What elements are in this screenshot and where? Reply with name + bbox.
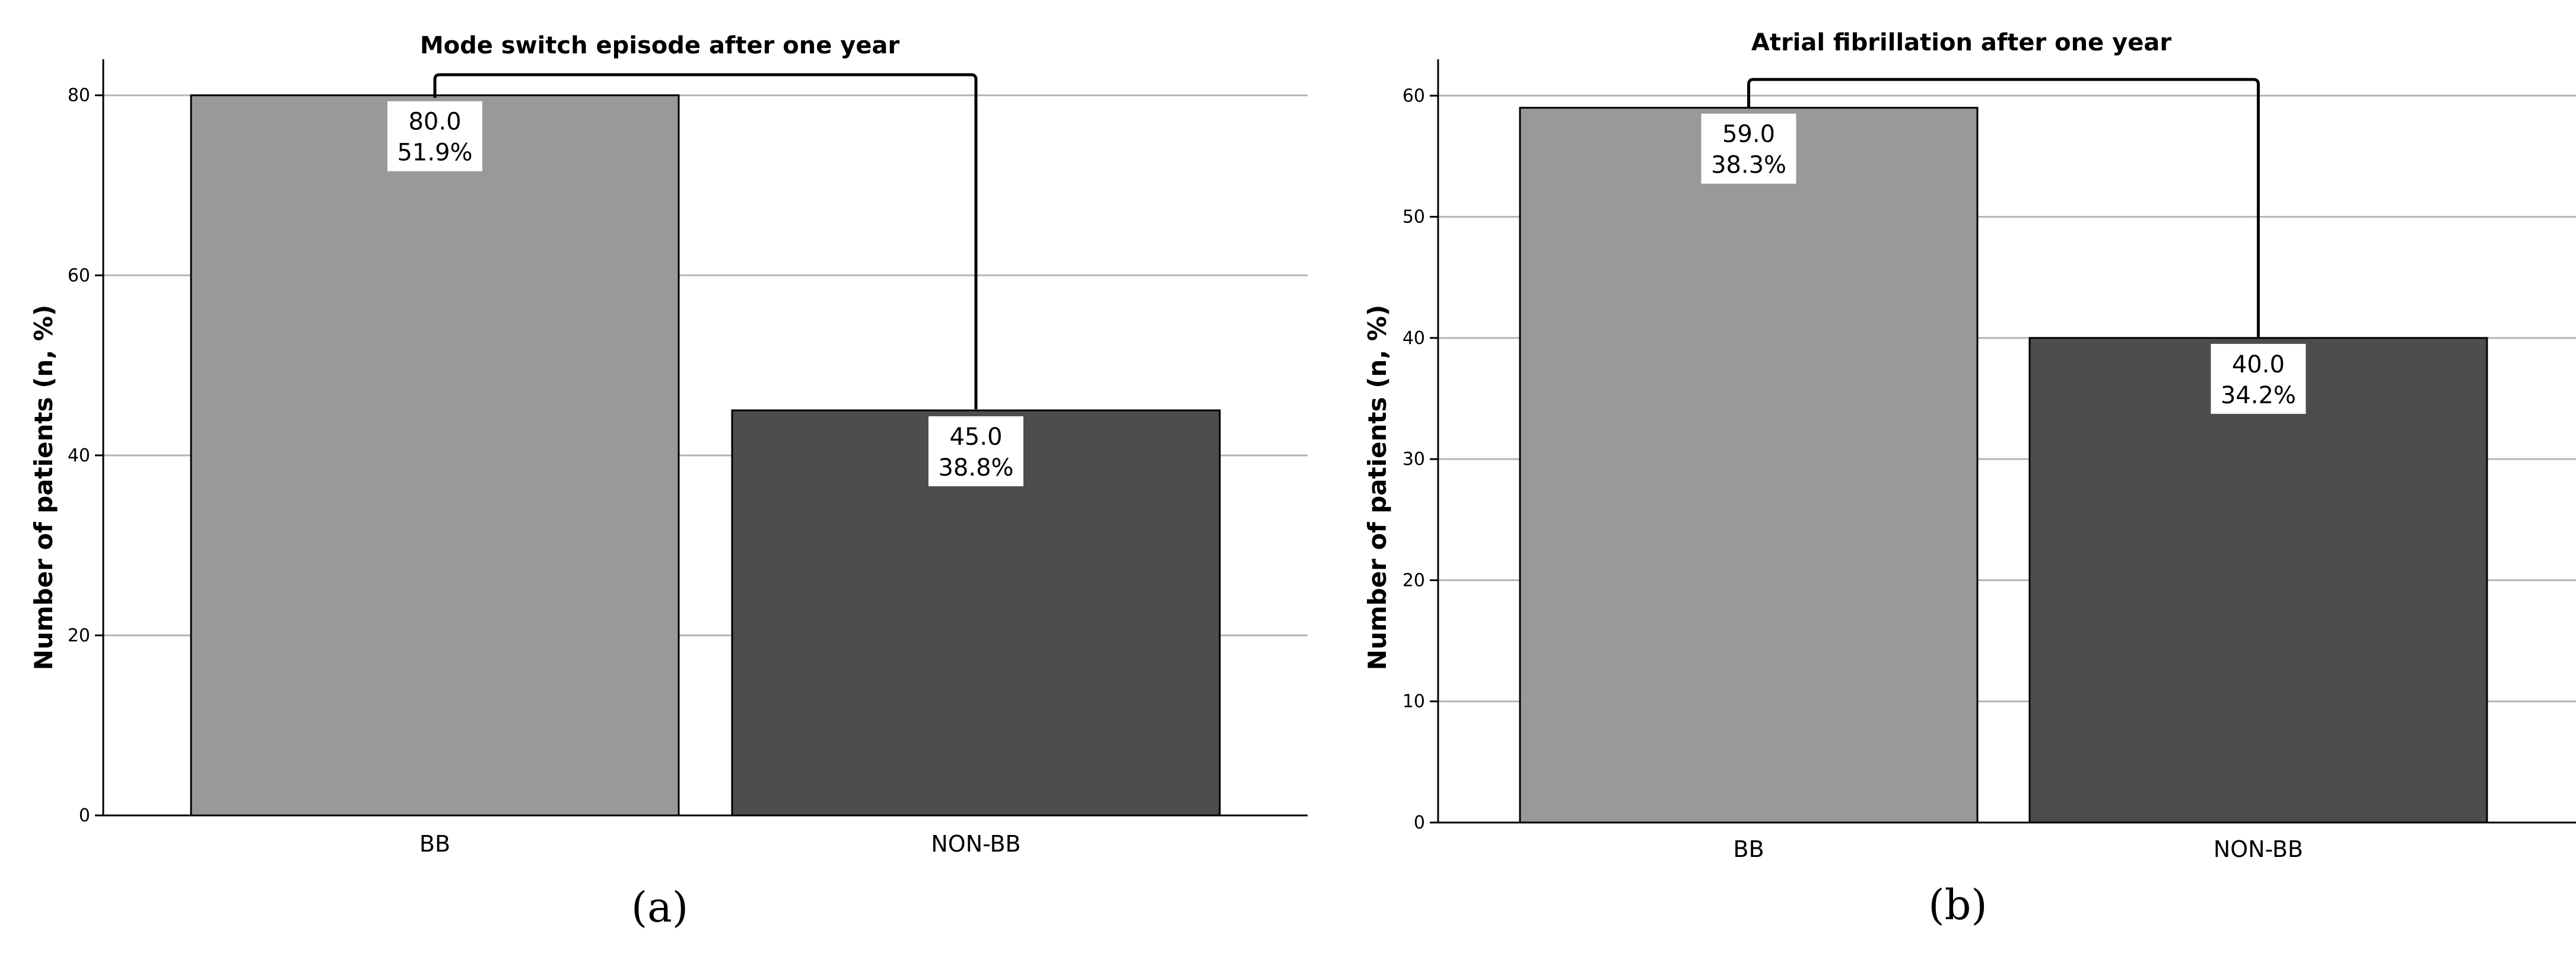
- y-tick-label: 0: [1414, 812, 1425, 833]
- y-tick-label: 40: [68, 445, 90, 466]
- data-label-box: [387, 101, 482, 171]
- bar: [1519, 107, 1979, 824]
- data-label-box: [928, 416, 1023, 486]
- data-label-value: 45.0: [949, 423, 1002, 451]
- y-tick-label: 10: [1403, 691, 1425, 712]
- bar: [190, 94, 680, 817]
- chart-title: Mode switch episode after one year: [420, 32, 900, 59]
- data-label-percent: 51.9%: [397, 139, 472, 167]
- chart-panel-a: 0 20 40 60 80 80.0 51.9% 45.0 38.8% BB NON-BB Mode …: [29, 32, 1308, 932]
- y-tick-label: 60: [1403, 85, 1425, 106]
- x-category-label: BB: [419, 831, 450, 857]
- data-label-percent: 34.2%: [2221, 382, 2296, 409]
- y-tick-label: 40: [1403, 328, 1425, 349]
- x-category-label: NON-BB: [931, 831, 1020, 857]
- y-tick-label: 30: [1403, 449, 1425, 470]
- y-tick-label: 60: [68, 265, 90, 286]
- y-tick-label: 20: [1403, 570, 1425, 591]
- data-label-box: [2211, 343, 2306, 414]
- x-category-label: BB: [1733, 836, 1764, 862]
- y-axis-label: Number of patients (n, %): [1363, 305, 1392, 670]
- data-label-value: 59.0: [1722, 121, 1775, 148]
- panel-letter: (b): [1928, 881, 1987, 929]
- panel-letter: (a): [631, 883, 688, 932]
- y-tick-label: 50: [1403, 207, 1425, 228]
- y-tick-label: 80: [68, 85, 90, 106]
- chart-title: Atrial fibrillation after one year: [1751, 29, 2171, 56]
- bar: [2028, 337, 2488, 824]
- data-label-value: 40.0: [2232, 351, 2285, 378]
- y-axis-label: Number of patients (n, %): [29, 305, 58, 670]
- y-tick-label: 20: [68, 625, 90, 646]
- data-label-box: [1701, 113, 1796, 184]
- data-label-percent: 38.3%: [1711, 152, 1786, 179]
- data-label-percent: 38.8%: [938, 454, 1013, 482]
- significance-bracket: [1747, 78, 2260, 338]
- x-category-label: NON-BB: [2214, 836, 2303, 862]
- significance-bracket: [433, 73, 978, 409]
- data-label-value: 80.0: [408, 109, 461, 136]
- chart-panel-b: 0 10 20 30 40 50 60 59.0 38.3% 40.0 34.2% BB NON-BB A…: [1363, 29, 2576, 929]
- y-tick-label: 0: [79, 805, 90, 826]
